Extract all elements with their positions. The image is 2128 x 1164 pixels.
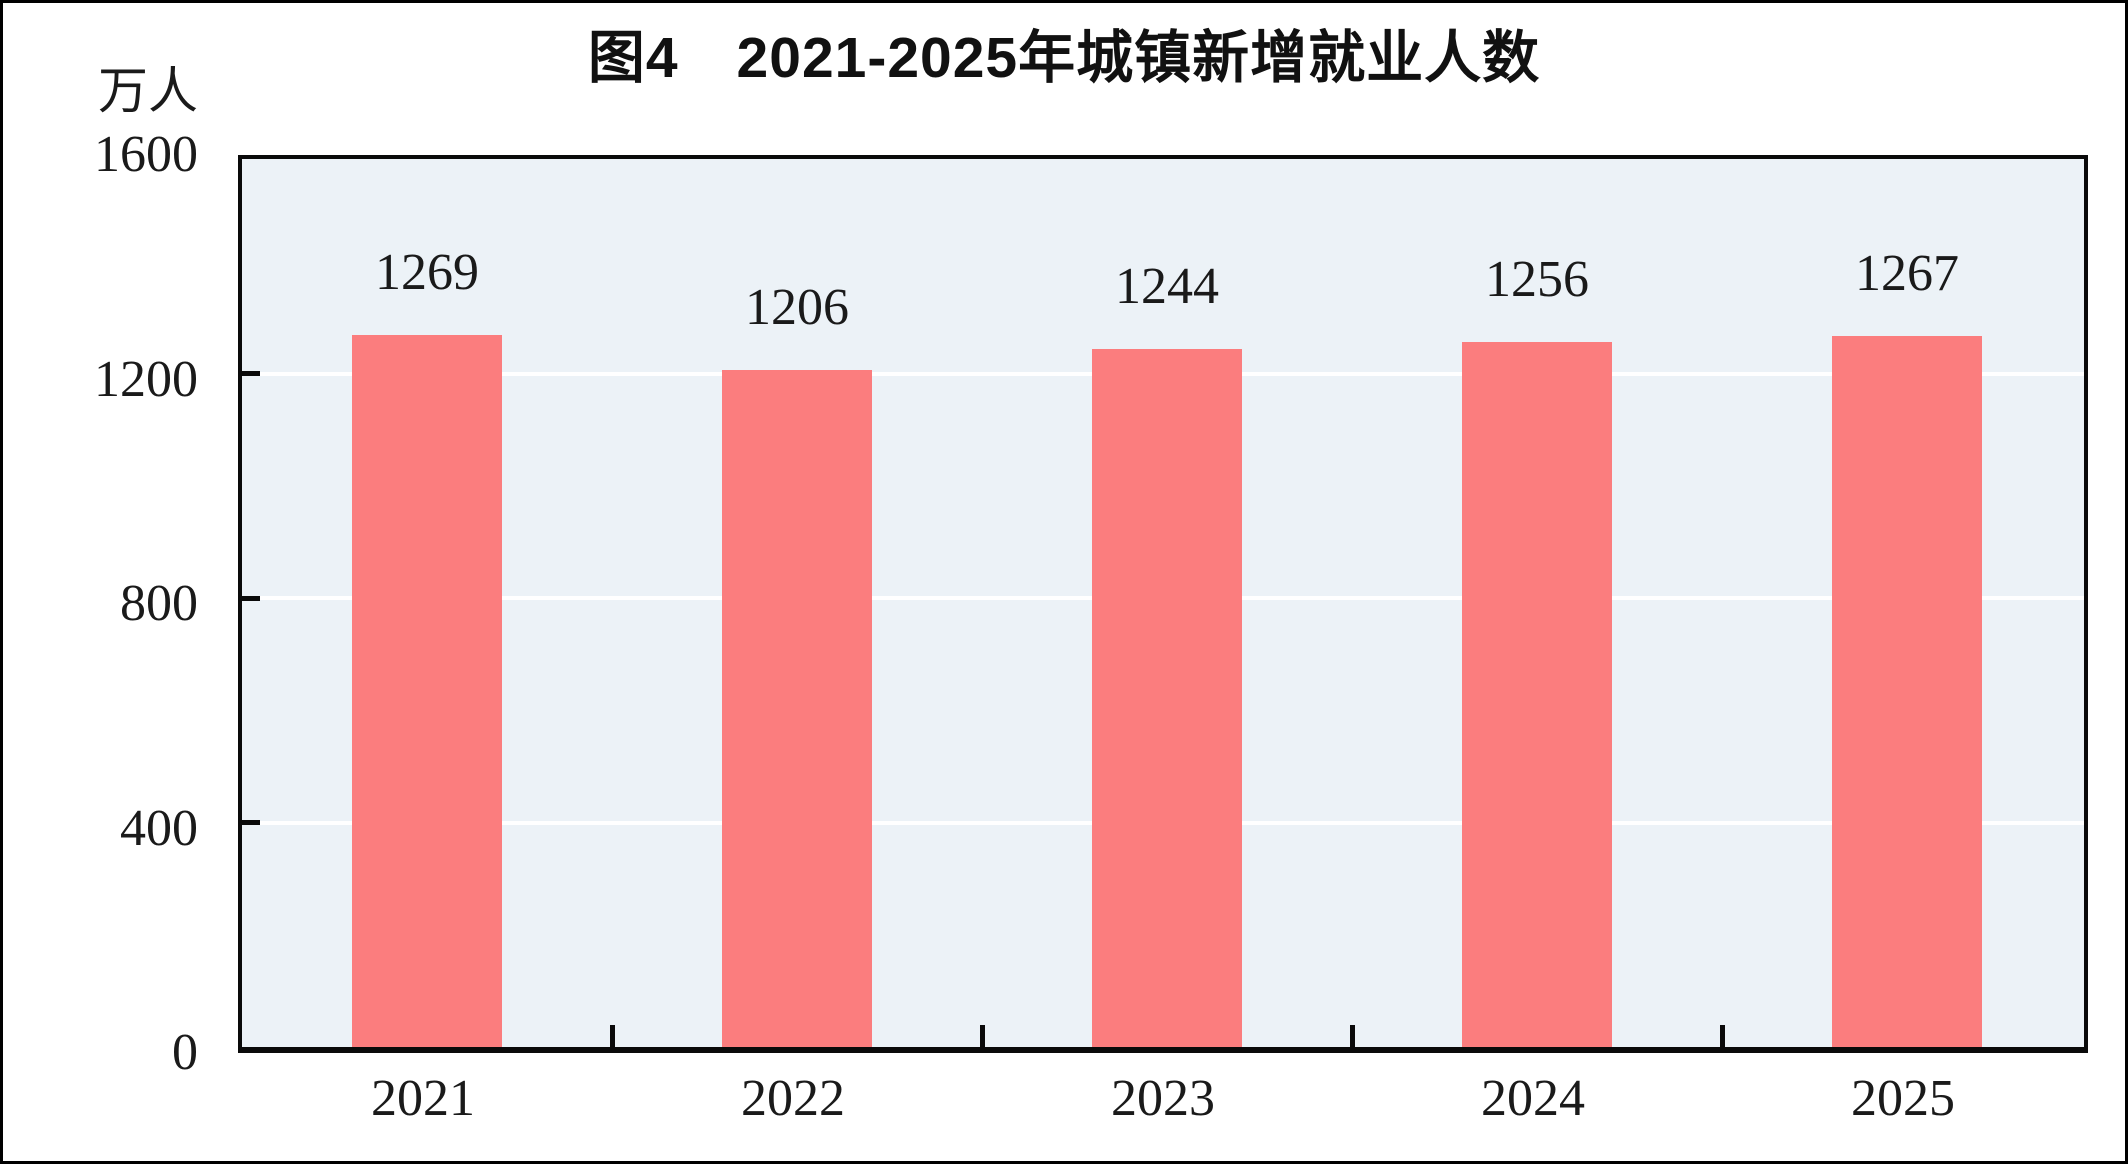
plot-area: 1269 1206 1244 1256 1267	[238, 155, 2088, 1053]
bar-value-label-2021: 1269	[375, 243, 479, 301]
bars-layer: 1269 1206 1244 1256 1267	[242, 159, 2084, 1047]
x-tick-label-2024: 2024	[1481, 1070, 1585, 1127]
bar-value-label-2022: 1206	[745, 279, 849, 337]
x-axis-boundary-tick	[979, 1025, 985, 1047]
y-tick-label-1600: 1600	[94, 126, 198, 183]
y-axis-unit-label: 万人	[98, 63, 198, 119]
x-tick-label-2023: 2023	[1111, 1070, 1215, 1127]
x-tick-label-2022: 2022	[741, 1070, 845, 1127]
x-axis-boundary-tick	[1349, 1025, 1355, 1047]
y-tick-label-0: 0	[172, 1024, 198, 1081]
y-axis-tick-800	[242, 595, 260, 601]
bar-value-label-2023: 1244	[1115, 257, 1219, 315]
bar-2022	[722, 370, 872, 1047]
y-tick-label-400: 400	[120, 799, 198, 857]
bar-2025	[1832, 335, 1982, 1047]
y-tick-label-1200: 1200	[94, 350, 198, 408]
axis-ticks-layer	[242, 159, 2084, 1047]
chart-title: 图4 2021-2025年城镇新增就业人数	[587, 26, 1541, 90]
x-axis-boundary-tick	[609, 1025, 615, 1047]
bar-value-label-2025: 1267	[1855, 244, 1959, 302]
x-tick-label-2021: 2021	[371, 1070, 475, 1127]
bar-2023	[1092, 348, 1242, 1047]
bar-2021	[352, 334, 502, 1047]
y-tick-label-800: 800	[120, 575, 198, 632]
y-axis-tick-1200	[242, 371, 260, 376]
bar-value-label-2024: 1256	[1485, 251, 1589, 309]
x-tick-label-2025: 2025	[1851, 1070, 1955, 1127]
x-axis-boundary-tick	[1719, 1025, 1725, 1047]
y-axis-tick-400	[242, 820, 260, 825]
bar-2024	[1462, 342, 1612, 1047]
